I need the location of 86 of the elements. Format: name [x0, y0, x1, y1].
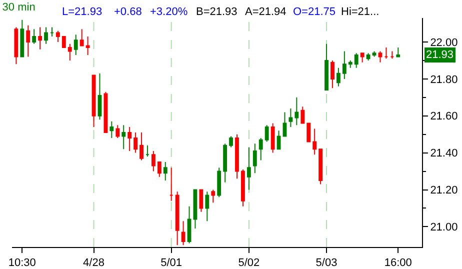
candlestick	[157, 162, 162, 178]
candlestick	[151, 150, 156, 172]
candlestick	[56, 30, 60, 43]
candlestick	[134, 132, 138, 154]
candlestick	[14, 26, 18, 65]
x-tick-label: 16:00	[384, 257, 412, 269]
candlestick	[330, 60, 334, 89]
x-tick-label: 4/28	[83, 257, 104, 269]
candlestick	[44, 26, 48, 44]
annotation: +3.20%	[150, 6, 188, 18]
candlestick	[270, 122, 275, 154]
text: 21.93	[426, 49, 454, 61]
candlestick	[378, 50, 382, 63]
candlestick	[74, 34, 78, 56]
candlestick	[193, 189, 198, 230]
candlestick	[246, 146, 251, 190]
candlestick	[217, 167, 222, 198]
candlestick	[50, 26, 54, 37]
candlestick	[252, 143, 257, 174]
candlestick	[110, 120, 114, 139]
candlestick	[169, 167, 174, 202]
candlestick	[282, 112, 287, 137]
candlestick	[360, 52, 364, 63]
candlestick	[258, 138, 263, 161]
candlestick	[38, 26, 42, 50]
annotation: L=21.93	[62, 6, 102, 18]
candlestick	[235, 134, 239, 180]
candlestick	[342, 50, 346, 80]
chart-title: 30 min	[2, 1, 36, 14]
candlestick	[146, 144, 150, 158]
candlestick	[104, 91, 108, 133]
candlestick	[62, 36, 66, 48]
annotation: O=21.75	[293, 6, 336, 18]
candlestick	[354, 52, 358, 68]
x-tick-label: 10:30	[8, 257, 36, 269]
candlestick	[241, 168, 245, 207]
candlestick	[86, 36, 90, 56]
candlestick	[223, 143, 228, 183]
candlestick	[187, 206, 192, 244]
candlestick	[20, 19, 24, 58]
candlestick	[294, 96, 299, 126]
candlestick	[211, 189, 216, 204]
candlestick	[300, 106, 305, 124]
candlestick	[306, 122, 311, 142]
candlestick	[26, 24, 30, 58]
y-tick-label: 21.40	[430, 148, 458, 160]
annotation: +0.68	[114, 6, 142, 18]
candlestick	[372, 50, 376, 58]
candlestick	[32, 28, 36, 44]
annotation: B=21.93	[196, 6, 238, 18]
candlestick	[122, 124, 126, 150]
annotation: A=21.94	[245, 6, 286, 18]
candlestick	[181, 220, 186, 246]
candlestick	[312, 128, 317, 156]
y-tick-label: 22.00	[430, 36, 458, 49]
candlestick	[264, 124, 269, 142]
candlestick	[116, 124, 120, 139]
candlestick	[68, 43, 72, 61]
candlestick	[390, 50, 394, 60]
candlestick	[229, 136, 233, 148]
candlestick	[366, 52, 370, 61]
candlestick	[276, 130, 281, 150]
candlestick	[396, 47, 400, 58]
candlestick	[348, 60, 352, 68]
y-tick-label: 21.60	[430, 110, 458, 123]
candlestick	[128, 126, 132, 152]
y-tick-label: 21.20	[430, 184, 458, 197]
candlestick	[92, 74, 96, 128]
candlestick	[384, 47, 388, 60]
candlestick	[163, 162, 168, 182]
annotation: Hi=21...	[341, 6, 380, 18]
candlestick	[324, 43, 328, 91]
candlestick	[318, 148, 323, 185]
candlestick	[336, 67, 340, 87]
y-tick-label: 21.80	[430, 74, 458, 86]
x-tick-label: 5/02	[238, 257, 260, 269]
y-tick-label: 21.00	[430, 222, 458, 234]
candlestick	[199, 189, 204, 212]
candlestick	[80, 28, 84, 46]
candlestick	[140, 132, 144, 161]
x-tick-label: 5/01	[160, 257, 182, 269]
x-tick-label: 5/03	[316, 257, 338, 269]
candlestick	[205, 191, 210, 222]
candlestick	[175, 191, 180, 246]
candlestick	[98, 72, 102, 120]
candlestick	[288, 108, 293, 128]
